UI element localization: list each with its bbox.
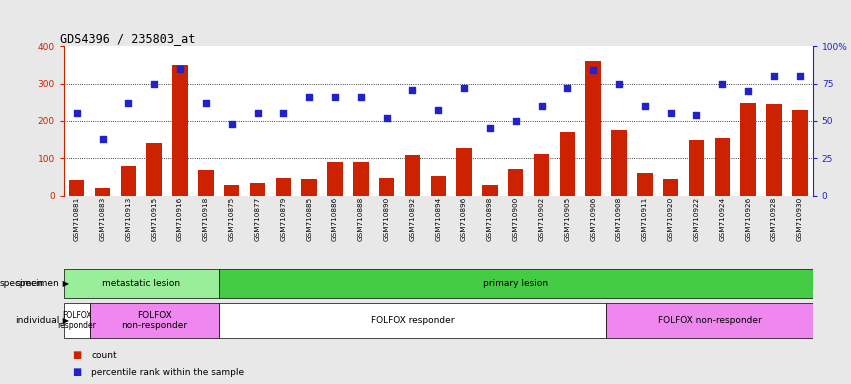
Point — [406, 86, 420, 93]
Point — [716, 81, 729, 87]
Text: FOLFOX non-responder: FOLFOX non-responder — [658, 316, 762, 325]
Bar — [219, 303, 606, 338]
Text: count: count — [91, 351, 117, 360]
Bar — [431, 176, 446, 196]
Bar — [69, 180, 84, 196]
Point — [96, 136, 110, 142]
Point — [354, 94, 368, 100]
Bar — [792, 110, 808, 196]
Bar — [508, 169, 523, 196]
Point — [174, 65, 187, 71]
Bar — [456, 148, 471, 196]
Bar — [249, 183, 266, 196]
Text: metastatic lesion: metastatic lesion — [102, 279, 180, 288]
Bar — [219, 268, 813, 298]
Text: specimen: specimen — [16, 279, 60, 288]
Point — [431, 108, 445, 114]
Bar — [766, 104, 782, 196]
Point — [302, 94, 316, 100]
Point — [328, 94, 342, 100]
Text: FOLFOX
responder: FOLFOX responder — [57, 311, 96, 330]
Point — [689, 112, 703, 118]
Bar — [637, 173, 653, 196]
Bar — [353, 162, 368, 196]
Point — [561, 85, 574, 91]
Point — [483, 125, 497, 131]
Bar — [534, 154, 549, 196]
Point — [612, 81, 625, 87]
Bar — [688, 140, 705, 196]
Point — [767, 73, 780, 79]
Point — [664, 111, 677, 117]
Point — [251, 111, 265, 117]
Bar — [276, 178, 291, 196]
Bar — [64, 268, 219, 298]
Bar — [94, 188, 111, 196]
Text: ▶: ▶ — [60, 279, 69, 288]
Text: ■: ■ — [72, 350, 82, 360]
Bar — [405, 155, 420, 196]
Bar — [198, 170, 214, 196]
Bar — [89, 303, 219, 338]
Bar — [611, 130, 627, 196]
Point — [122, 100, 135, 106]
Text: percentile rank within the sample: percentile rank within the sample — [91, 368, 244, 377]
Bar — [740, 103, 756, 196]
Point — [277, 111, 290, 117]
Bar — [379, 178, 394, 196]
Bar — [224, 185, 239, 196]
Bar — [64, 303, 89, 338]
Bar — [328, 162, 343, 196]
Bar — [585, 61, 601, 196]
Point — [638, 103, 652, 109]
Point — [534, 103, 548, 109]
Point — [199, 100, 213, 106]
Bar — [663, 179, 678, 196]
Point — [741, 88, 755, 94]
Point — [586, 67, 600, 73]
Point — [380, 115, 393, 121]
Text: ▶: ▶ — [60, 316, 69, 325]
Text: ■: ■ — [72, 367, 82, 377]
Bar — [301, 179, 317, 196]
Point — [509, 118, 523, 124]
Text: individual: individual — [15, 316, 60, 325]
Bar — [121, 166, 136, 196]
Bar — [146, 143, 162, 196]
Point — [793, 73, 807, 79]
Bar — [172, 65, 188, 196]
Bar — [606, 303, 813, 338]
Point — [225, 121, 238, 127]
Point — [70, 111, 83, 117]
Text: FOLFOX responder: FOLFOX responder — [371, 316, 454, 325]
Point — [147, 81, 161, 87]
Text: GDS4396 / 235803_at: GDS4396 / 235803_at — [60, 32, 196, 45]
Text: primary lesion: primary lesion — [483, 279, 548, 288]
Bar — [715, 138, 730, 196]
Text: FOLFOX
non-responder: FOLFOX non-responder — [121, 311, 187, 330]
Bar — [560, 132, 575, 196]
Point — [457, 85, 471, 91]
Text: specimen: specimen — [0, 279, 43, 288]
Bar — [483, 185, 498, 196]
